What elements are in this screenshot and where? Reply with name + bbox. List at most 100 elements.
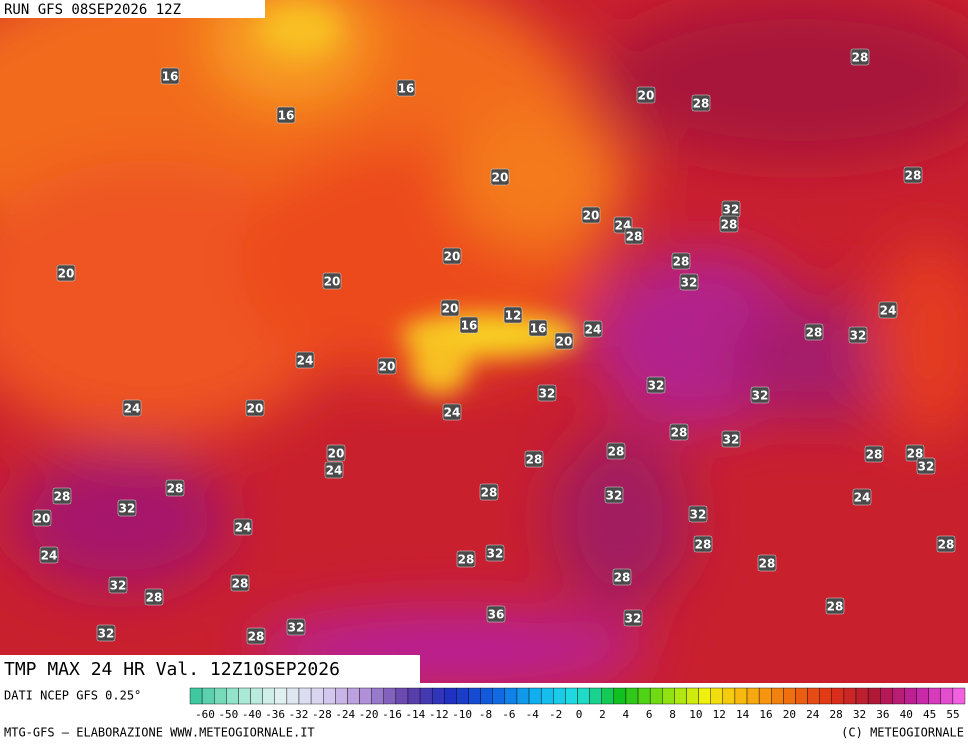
label-box bbox=[377, 357, 397, 375]
colorbar-tick-label: -4 bbox=[526, 708, 540, 721]
label-box bbox=[864, 445, 884, 463]
colorbar-swatch bbox=[867, 687, 881, 705]
colorbar-tick-label: 8 bbox=[669, 708, 676, 721]
label-box bbox=[160, 67, 180, 85]
label-box bbox=[623, 609, 643, 627]
contour-label: 24 bbox=[297, 354, 314, 368]
colorbar-swatch bbox=[819, 687, 832, 705]
colorbar-tick-label: 16 bbox=[759, 708, 772, 721]
colorbar-swatch bbox=[698, 687, 711, 705]
colorbar-swatch bbox=[383, 687, 397, 705]
colorbar-tick-label: 28 bbox=[830, 708, 843, 721]
colorbar-swatch bbox=[286, 687, 300, 705]
colorbar-swatch bbox=[310, 687, 324, 705]
colorbar-swatch bbox=[928, 687, 941, 705]
colorbar-swatch bbox=[419, 687, 433, 705]
label-box bbox=[230, 574, 250, 592]
colorbar-swatch bbox=[916, 687, 929, 705]
contour-label: 16 bbox=[278, 109, 295, 123]
contour-label: 32 bbox=[723, 203, 740, 217]
colorbar-tick-label: 4 bbox=[622, 708, 629, 721]
label-box bbox=[903, 166, 923, 184]
contour-label: 32 bbox=[119, 502, 136, 516]
label-box bbox=[719, 215, 739, 233]
contour-label: 28 bbox=[759, 557, 776, 571]
copyright-text: (C) METEOGIORNALE bbox=[841, 726, 964, 740]
colorbar-swatch bbox=[347, 687, 360, 705]
contour-label: 32 bbox=[110, 579, 127, 593]
colorbar-swatch bbox=[226, 687, 239, 705]
colorbar-swatch bbox=[274, 687, 288, 705]
contour-label: 32 bbox=[606, 489, 623, 503]
contour-label: 28 bbox=[827, 600, 844, 614]
contour-label: 28 bbox=[54, 490, 71, 504]
colorbar-swatch bbox=[492, 687, 506, 705]
colorbar-swatch bbox=[771, 687, 784, 705]
colorbar-swatch bbox=[250, 687, 263, 705]
colorbar-swatch bbox=[504, 687, 518, 705]
label-box bbox=[96, 624, 116, 642]
colorbar-swatch bbox=[577, 687, 590, 705]
header-box bbox=[0, 0, 265, 18]
contour-label: 20 bbox=[444, 250, 461, 264]
contour-label: 20 bbox=[492, 171, 509, 185]
label-box bbox=[688, 505, 708, 523]
contour-label: 24 bbox=[880, 304, 897, 318]
run-label: RUN GFS 08SEP2026 12Z bbox=[4, 2, 181, 18]
colorbar-swatch bbox=[444, 687, 457, 705]
colorbar-swatch bbox=[540, 687, 554, 705]
colorbar-swatch bbox=[456, 687, 469, 705]
colorbar-swatch bbox=[431, 687, 445, 705]
colorbar-tick-label: 2 bbox=[599, 708, 606, 721]
contour-label: 32 bbox=[625, 612, 642, 626]
label-box bbox=[604, 486, 624, 504]
contour-label: 28 bbox=[232, 577, 249, 591]
colorbar-tick-label: -28 bbox=[312, 708, 332, 721]
colorbar-swatch bbox=[395, 687, 409, 705]
contour-label: 28 bbox=[806, 326, 823, 340]
contour-label: 28 bbox=[671, 426, 688, 440]
contour-label: 16 bbox=[162, 70, 179, 84]
label-box bbox=[848, 326, 868, 344]
contour-label: 20 bbox=[34, 512, 51, 526]
colorbar-swatch bbox=[468, 687, 481, 705]
colorbar-tick-label: 24 bbox=[806, 708, 820, 721]
colorbar-swatch bbox=[952, 687, 966, 705]
colorbar-swatch bbox=[758, 687, 772, 705]
label-box bbox=[295, 351, 315, 369]
label-box bbox=[276, 106, 296, 124]
colorbar-swatch bbox=[335, 687, 348, 705]
label-box bbox=[679, 273, 699, 291]
label-box bbox=[691, 94, 711, 112]
colorbar-tick-label: -40 bbox=[242, 708, 262, 721]
colorbar-tick-label: -8 bbox=[479, 708, 492, 721]
colorbar-swatch bbox=[686, 687, 699, 705]
colorbar-swatch bbox=[722, 687, 736, 705]
colorbar-swatch bbox=[613, 687, 627, 705]
contour-label: 20 bbox=[638, 89, 655, 103]
colorbar-swatch bbox=[892, 687, 905, 705]
contour-label: 24 bbox=[41, 549, 58, 563]
label-box bbox=[108, 576, 128, 594]
contour-label: 28 bbox=[248, 630, 265, 644]
colorbar-swatch bbox=[904, 687, 917, 705]
contour-label: 28 bbox=[146, 591, 163, 605]
colorbar-swatch bbox=[843, 687, 857, 705]
contour-label: 32 bbox=[752, 389, 769, 403]
colorbar-tick-label: 14 bbox=[736, 708, 750, 721]
colorbar: -60 -50 -40 -36 -32 -28 -24 -20 -16 -14 -12 -10 -8 -6… bbox=[189, 687, 966, 721]
colorbar-swatch bbox=[298, 687, 312, 705]
colorbar-tick-label: -32 bbox=[289, 708, 309, 721]
credit-text: MTG-GFS — ELABORAZIONE WWW.METEOGIORNALE… bbox=[4, 726, 315, 740]
colorbar-swatch bbox=[189, 687, 203, 705]
label-box bbox=[245, 399, 265, 417]
contour-label: 32 bbox=[98, 627, 115, 641]
contour-label: 24 bbox=[585, 323, 602, 337]
contour-label: 20 bbox=[583, 209, 600, 223]
label-box bbox=[396, 79, 416, 97]
contour-label: 32 bbox=[850, 329, 867, 343]
contour-label: 28 bbox=[608, 445, 625, 459]
contour-label: 20 bbox=[247, 402, 264, 416]
contour-label: 28 bbox=[693, 97, 710, 111]
